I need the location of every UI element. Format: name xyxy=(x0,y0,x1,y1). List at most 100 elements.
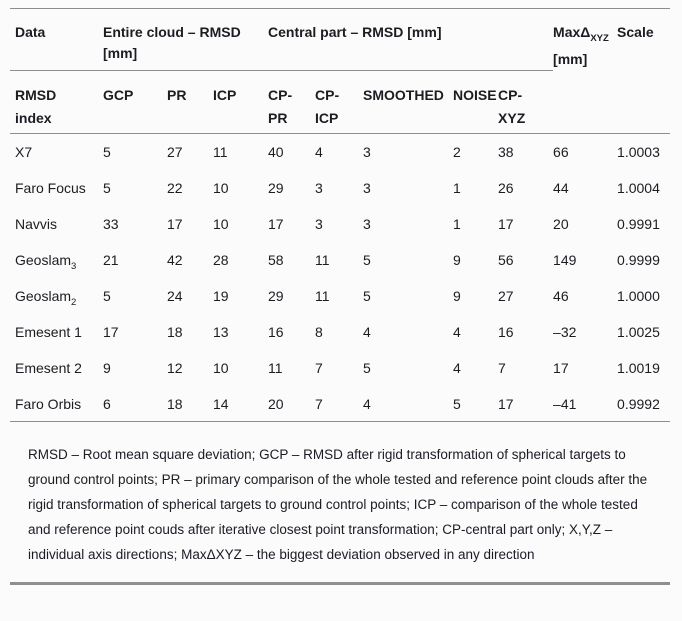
subheader-rmsd-index: RMSD index xyxy=(10,70,103,134)
table-cell: –41 xyxy=(553,385,618,422)
subheader-line1: CP- xyxy=(268,87,293,103)
subheader-line2: XYZ xyxy=(498,110,526,126)
table-cell: 2 xyxy=(453,144,461,160)
subheader-line1: ICP xyxy=(213,87,237,103)
col-header-entire-cloud: Entire cloud – RMSD [mm] xyxy=(103,8,269,71)
table-cell: 1.0019 xyxy=(617,359,660,376)
table-cell: 10 xyxy=(213,179,229,196)
subheader-line2: index xyxy=(15,110,52,126)
table-cell: 3 xyxy=(363,215,371,232)
col-header-central-part: Central part – RMSD [mm] xyxy=(268,8,554,71)
max-delta-prefix: MaxΔ xyxy=(553,24,591,40)
table-cell: 22 xyxy=(167,179,183,196)
table-cell: 4 xyxy=(453,323,461,340)
table-cell: 1.0025 xyxy=(617,323,660,340)
table-cell: 5 xyxy=(363,359,371,376)
max-delta-subscript: XYZ xyxy=(590,32,609,44)
table-cell: 9 xyxy=(453,287,461,304)
table-cell: 27 xyxy=(498,287,514,304)
table-row: Faro Focus 5 22 10 29 3 3 1 26 44 1.0004 xyxy=(10,170,670,206)
row-label: Faro Focus xyxy=(10,170,103,206)
max-delta-unit: [mm] xyxy=(553,50,588,67)
table-cell: 4 xyxy=(363,323,371,340)
table-cell: 20 xyxy=(553,215,569,232)
table-cell: 38 xyxy=(498,144,514,160)
table-cell: 4 xyxy=(363,385,454,422)
subheader-line1: GCP xyxy=(103,87,134,103)
row-label-text: Emesent 2 xyxy=(15,359,82,376)
subheader-row: RMSD index GCP PR ICP CP- PR CP- ICP SMOOTH… xyxy=(10,70,671,134)
table-row: Faro Orbis 6 18 14 20 7 4 5 17 –41 0.999… xyxy=(10,385,671,422)
table-cell: 149 xyxy=(553,251,577,268)
row-label-text: Navvis xyxy=(15,215,58,232)
table-cell: 27 xyxy=(167,144,183,160)
subheader-line1: CP- xyxy=(315,87,340,103)
table-cell: 17 xyxy=(498,385,554,422)
table-cell: 3 xyxy=(363,144,371,160)
table-cell: 12 xyxy=(167,359,183,376)
subheader-spacer xyxy=(617,70,671,134)
col-header-entire-line2: [mm] xyxy=(103,45,138,61)
table-cell: 11 xyxy=(315,287,330,304)
row-label-text: X7 xyxy=(15,144,33,160)
subheader-line1: RMSD xyxy=(15,87,57,103)
table-cell: 26 xyxy=(498,179,514,196)
table-cell: 33 xyxy=(103,215,119,232)
table-row: Emesent 2 9 12 10 11 7 5 4 7 17 1.0019 xyxy=(10,350,670,386)
table-cell: 11 xyxy=(315,251,330,268)
row-label: X7 xyxy=(10,134,103,170)
table-cell: 13 xyxy=(213,323,229,340)
table-cell: 5 xyxy=(103,179,111,196)
table-cell: 0.9991 xyxy=(617,215,660,232)
table-cell: 1.0000 xyxy=(617,287,660,304)
table-cell: 0.9992 xyxy=(617,385,671,422)
results-table: Data Entire cloud – RMSD [mm] Central par… xyxy=(10,8,671,422)
table-cell: 5 xyxy=(103,287,111,304)
table-cell: 56 xyxy=(498,251,514,268)
page-container: Data Entire cloud – RMSD [mm] Central par… xyxy=(10,8,671,585)
table-row: X7 5 27 11 40 4 3 2 38 66 1.0003 xyxy=(10,134,670,170)
table-cell: 10 xyxy=(213,215,229,232)
table-cell: 17 xyxy=(268,215,284,232)
table-cell: 17 xyxy=(103,323,119,340)
table-row: Geoslam3 21 42 28 58 11 5 9 56 149 0.999… xyxy=(10,242,670,278)
subheader-smoothed: SMOOTHED xyxy=(363,70,454,134)
subheader-line2: PR xyxy=(268,110,288,126)
table-cell: 18 xyxy=(167,323,183,340)
table-cell: 10 xyxy=(213,359,229,376)
subheader-line2: ICP xyxy=(315,110,339,126)
row-label-text: Emesent 1 xyxy=(15,323,82,340)
subheader-line1: SMOOTHED xyxy=(363,87,444,103)
row-label: Faro Orbis xyxy=(10,385,103,422)
table-cell: 7 xyxy=(498,359,506,376)
table-cell: 5 xyxy=(363,287,371,304)
table-cell: 3 xyxy=(315,179,323,196)
table-cell: 29 xyxy=(268,287,284,304)
table-cell: 66 xyxy=(553,144,569,160)
header-group-row: Data Entire cloud – RMSD [mm] Central par… xyxy=(10,8,670,71)
table-row: Geoslam2 5 24 19 29 11 5 9 27 46 1.0000 xyxy=(10,278,670,314)
table-cell: 7 xyxy=(315,359,323,376)
subheader-pr: PR xyxy=(167,70,213,134)
subheader-line1: CP- xyxy=(498,87,523,103)
table-row: Emesent 1 17 18 13 16 8 4 4 16 –32 1.002… xyxy=(10,314,670,350)
table-cell: 6 xyxy=(103,385,167,422)
row-label-text: Faro Focus xyxy=(15,179,86,196)
table-cell: 58 xyxy=(268,251,284,268)
col-header-max-delta: MaxΔXYZ [mm] xyxy=(553,9,617,71)
table-cell: 5 xyxy=(453,385,499,422)
table-cell: 7 xyxy=(315,385,364,422)
row-label-subscript: 2 xyxy=(71,296,77,308)
row-label: Navvis xyxy=(10,206,103,242)
table-cell: 3 xyxy=(363,179,371,196)
table-cell: 4 xyxy=(453,359,461,376)
col-header-data: Data xyxy=(10,8,103,71)
row-label-text: Faro Orbis xyxy=(15,395,82,412)
subheader-gcp: GCP xyxy=(103,70,167,134)
subheader-cp-pr: CP- PR xyxy=(268,70,316,134)
table-cell: 46 xyxy=(553,287,569,304)
table-cell: 28 xyxy=(213,251,229,268)
table-cell: 17 xyxy=(167,215,183,232)
table-cell: 5 xyxy=(103,144,111,160)
table-cell: 1 xyxy=(453,215,461,232)
